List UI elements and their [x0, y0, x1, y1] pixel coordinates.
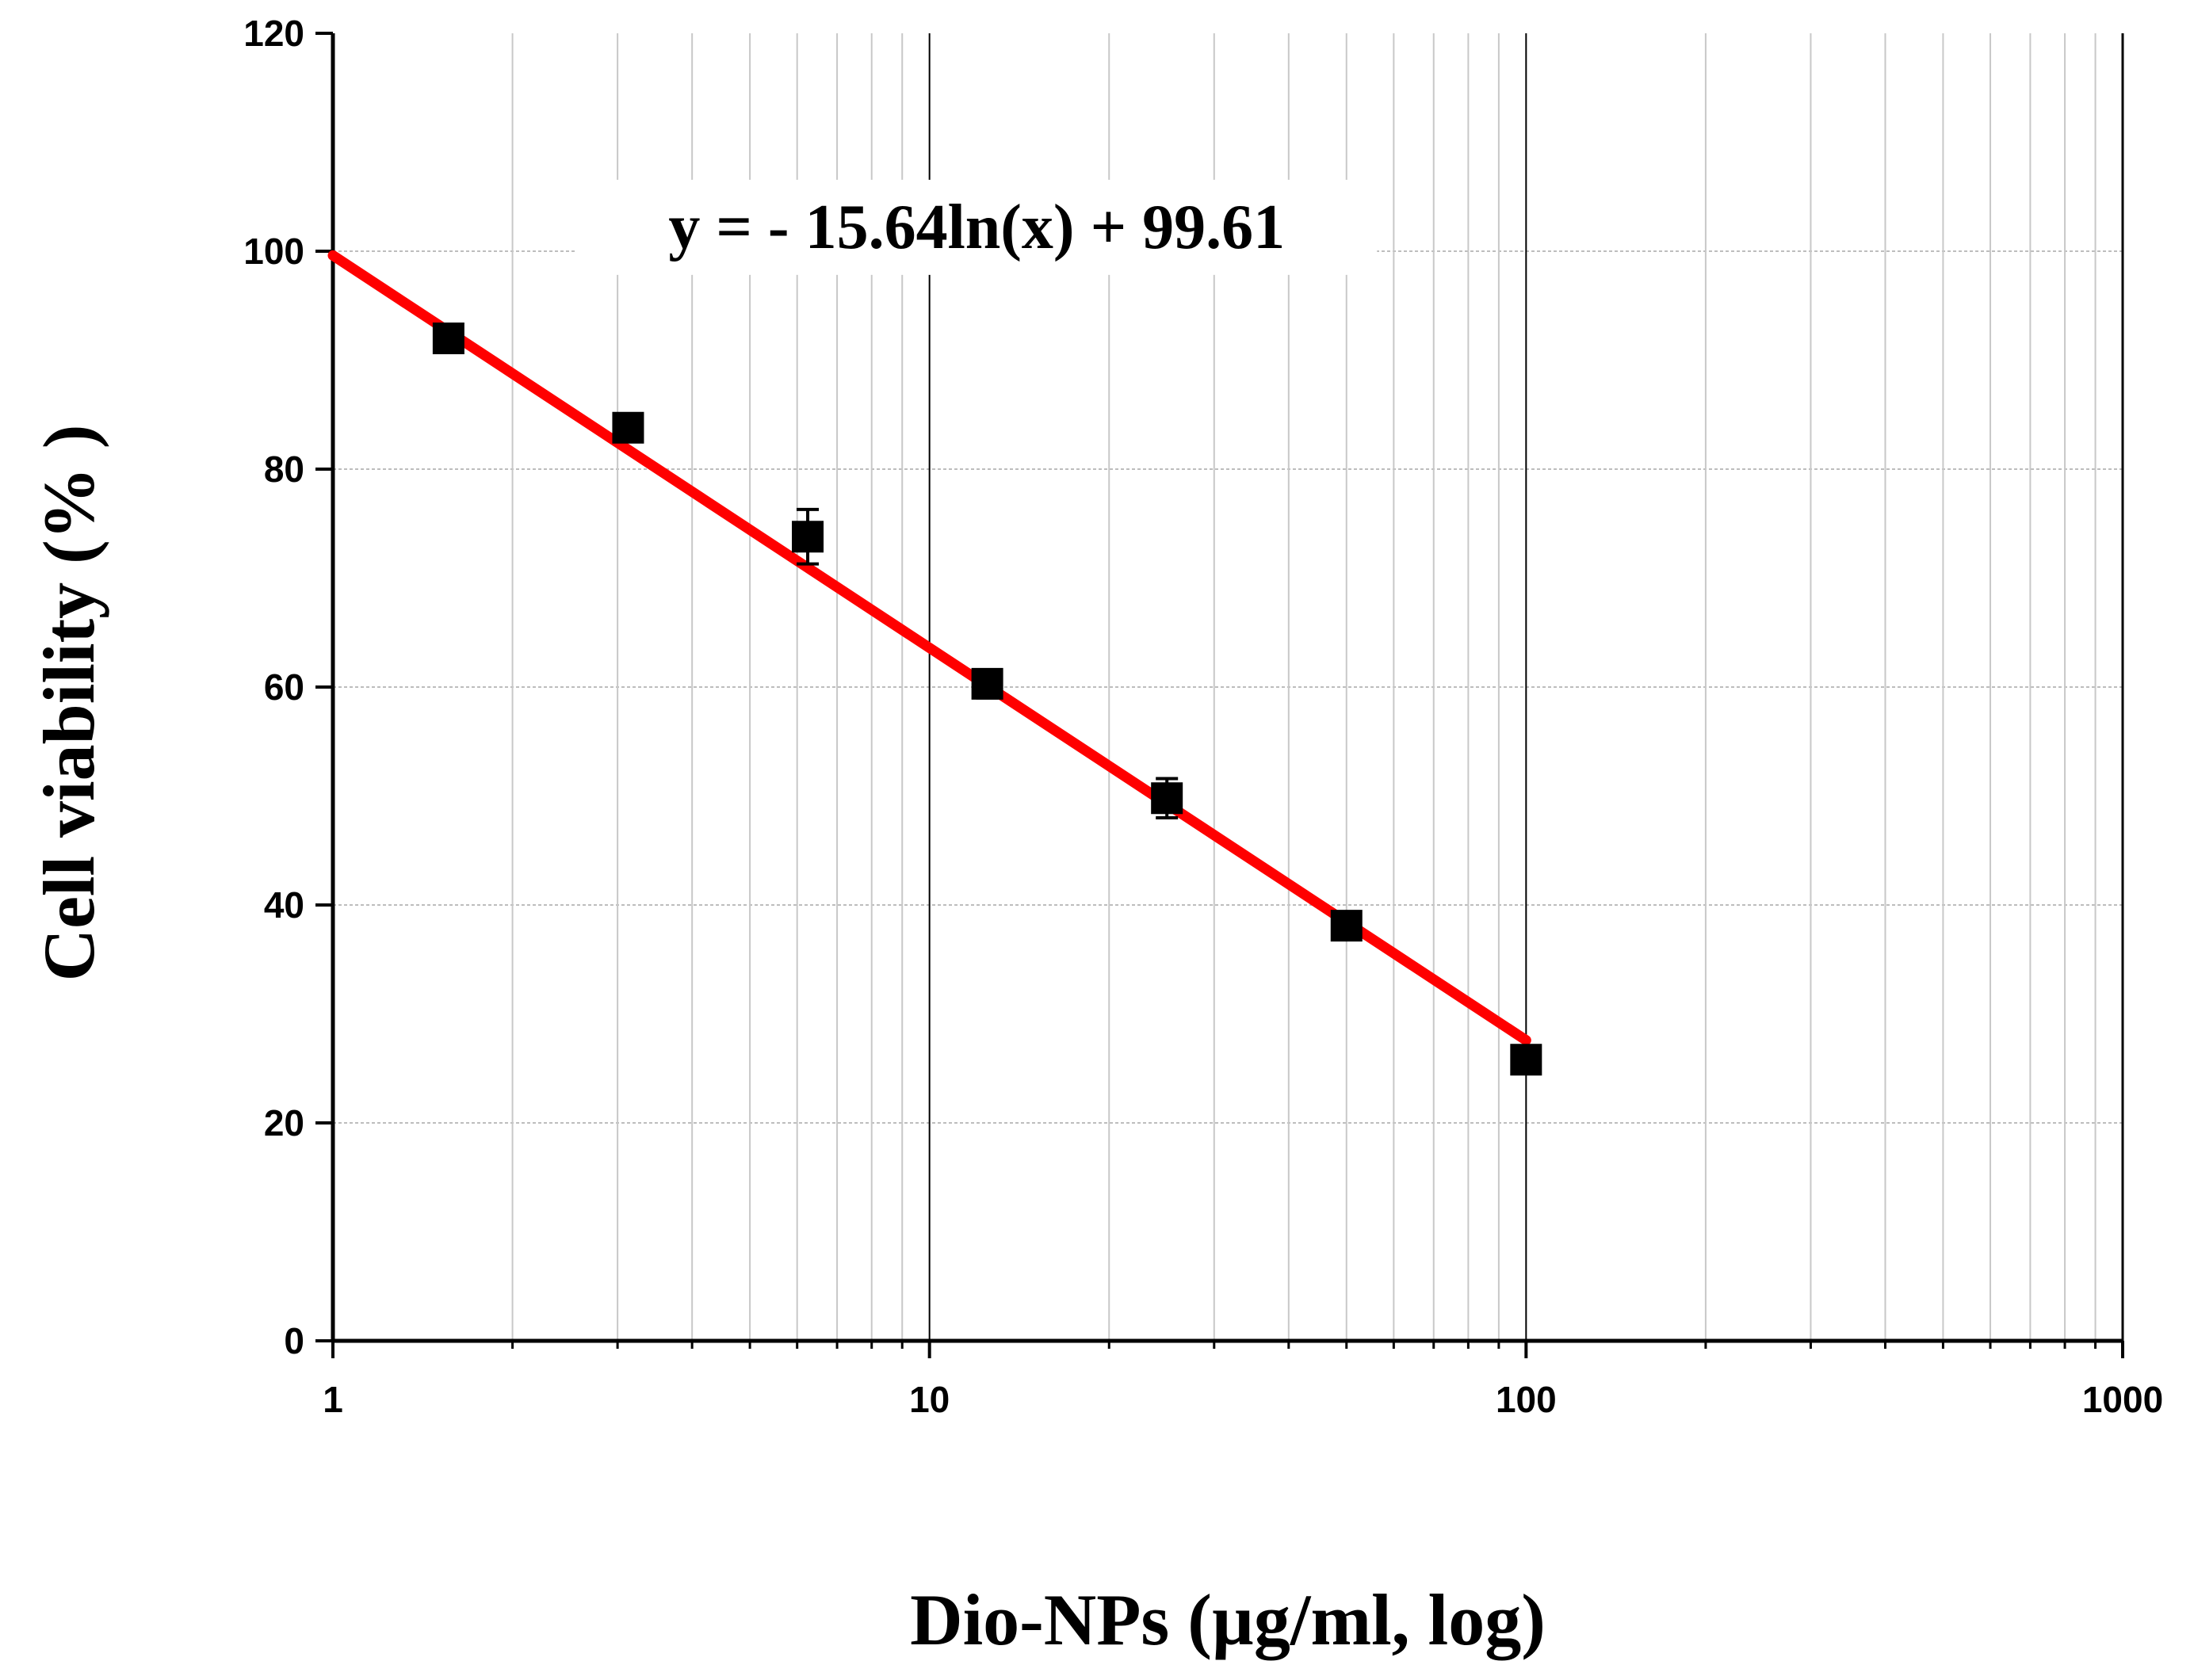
y-tick-label: 20: [264, 1102, 304, 1144]
trendline-group: [327, 250, 1531, 1046]
y-tick-label: 80: [264, 449, 304, 490]
data-point: [1510, 1044, 1542, 1076]
data-point: [1330, 910, 1363, 942]
trendline: [327, 250, 1531, 1046]
equation-background: [576, 179, 1378, 275]
data-point: [792, 521, 824, 553]
data-point: [612, 411, 644, 444]
x-tick-label: 10: [909, 1379, 950, 1420]
data-points: [432, 323, 1542, 1076]
x-tick-label: 1000: [2082, 1379, 2163, 1420]
data-point: [971, 667, 1003, 700]
y-tick-label: 100: [243, 231, 304, 272]
x-axis-title: Dio-NPs (µg/ml, log): [910, 1579, 1546, 1660]
y-tick-label: 120: [243, 13, 304, 54]
y-tick-label: 0: [284, 1320, 304, 1361]
y-tick-label: 60: [264, 666, 304, 708]
x-tick-label: 1: [323, 1379, 343, 1420]
y-tick-label: 40: [264, 884, 304, 926]
data-point: [432, 323, 464, 354]
x-tick-label: 100: [1496, 1379, 1557, 1420]
data-point: [1151, 782, 1183, 815]
trendline-equation: y = - 15.64ln(x) + 99.61: [668, 193, 1285, 262]
y-axis-title: Cell viability (% ): [29, 425, 109, 982]
